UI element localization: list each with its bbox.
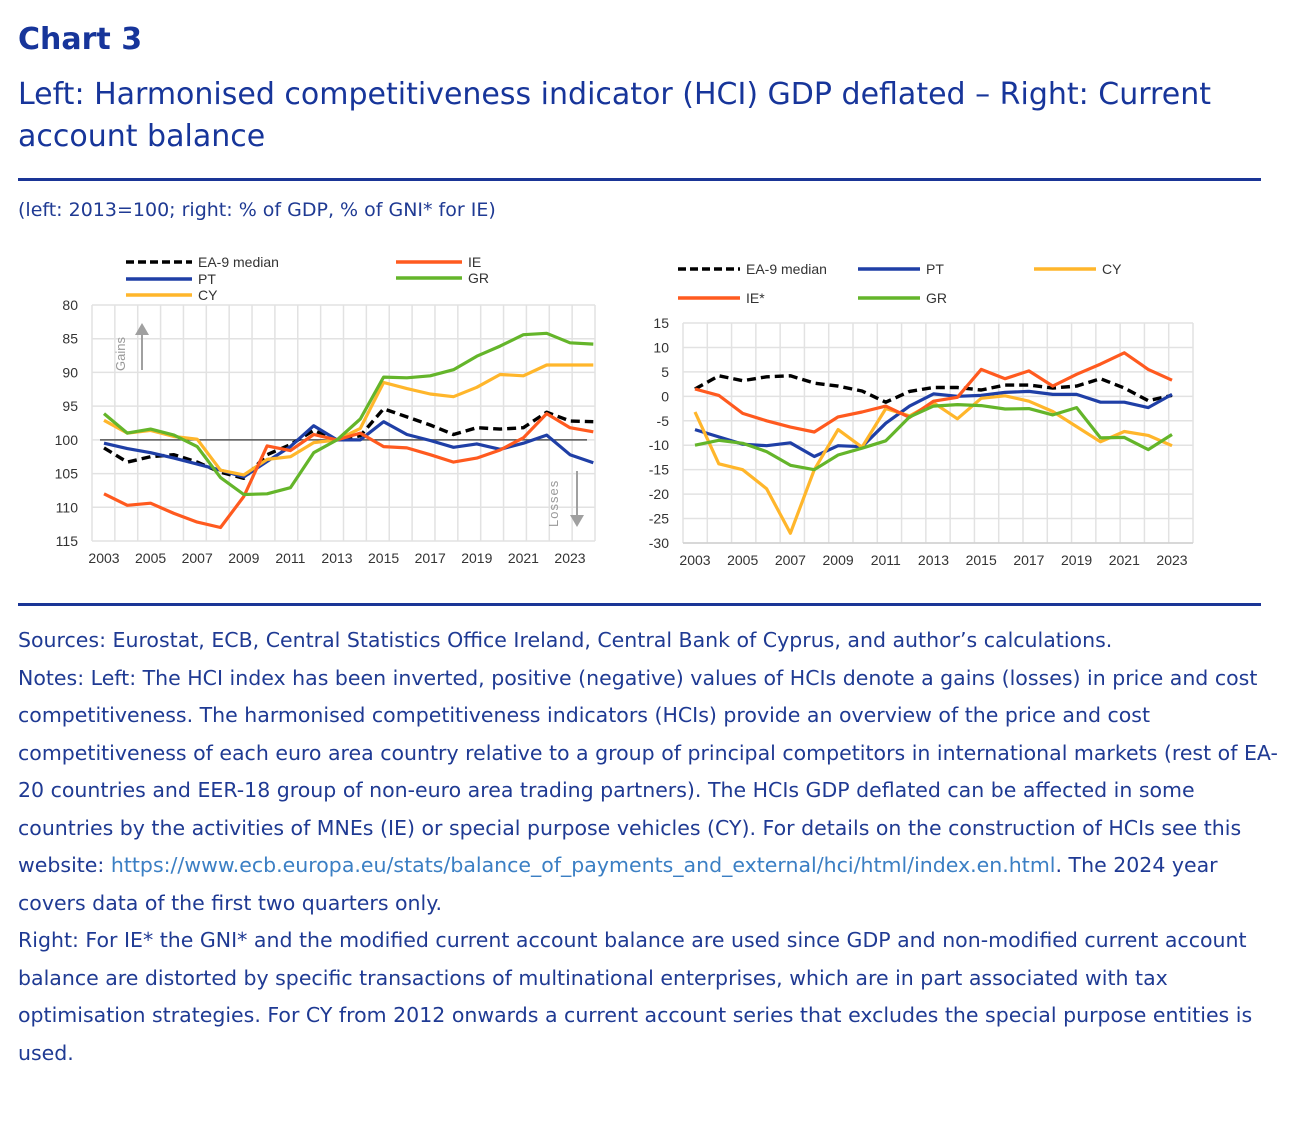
chart-title: Left: Harmonised competitiveness indicat…	[18, 77, 1211, 154]
legend-label-cy: CY	[198, 287, 218, 303]
gains-label: Gains	[113, 337, 128, 371]
series-line-ie	[103, 412, 594, 530]
x-tick-label: 2013	[918, 552, 949, 568]
legend-label-pt: PT	[926, 261, 944, 277]
sources-text: Sources: Eurostat, ECB, Central Statisti…	[18, 628, 1113, 652]
x-tick-label: 2007	[182, 550, 213, 566]
x-tick-label: 2023	[554, 550, 585, 566]
series-line-ie	[694, 351, 1173, 434]
units-subtitle: (left: 2013=100; right: % of GDP, % of G…	[18, 199, 496, 221]
y-tick-label: 105	[55, 466, 79, 482]
y-tick-label: 95	[62, 398, 78, 414]
notes-right: Right: For IE* the GNI* and the modified…	[18, 928, 1253, 1065]
y-tick-label: -5	[657, 413, 670, 429]
series-line-ea9	[694, 374, 1173, 404]
series-line-pt	[103, 420, 594, 479]
notes-section: Sources: Eurostat, ECB, Central Statisti…	[18, 622, 1278, 1072]
y-tick-label: -25	[649, 511, 669, 527]
legend-label-cy: CY	[1102, 261, 1122, 277]
notes-left-outro: . The 2024 year covers data of the first…	[18, 853, 1218, 915]
legend-label-ie: IE*	[746, 290, 765, 306]
y-tick-label: 80	[62, 297, 78, 313]
y-tick-label: -10	[649, 437, 669, 453]
chart-number: Chart 3	[18, 22, 143, 57]
legend-label-gr: GR	[468, 270, 489, 286]
y-tick-label: 85	[62, 331, 78, 347]
notes-left-intro: Notes: Left: The HCI index has been inve…	[18, 665, 1278, 878]
y-tick-label: 110	[56, 499, 79, 515]
x-tick-label: 2005	[135, 550, 166, 566]
y-tick-label: -30	[649, 535, 669, 551]
x-tick-label: 2003	[679, 552, 710, 568]
x-tick-label: 2013	[321, 550, 352, 566]
legend-label-gr: GR	[926, 290, 947, 306]
legend-label-ea9: EA-9 median	[198, 254, 279, 270]
x-tick-label: 2019	[461, 550, 492, 566]
x-tick-label: 2007	[775, 552, 806, 568]
series-line-pt	[694, 389, 1173, 459]
left-chart-hci: 80 85 90 95 100 105 110 115 2003 2005 2007 2009 2011…	[55, 254, 596, 566]
x-tick-label: 2023	[1156, 552, 1187, 568]
losses-arrowhead-icon	[570, 515, 584, 527]
losses-label: Losses	[546, 480, 561, 527]
grid	[91, 304, 596, 542]
top-divider	[18, 178, 1261, 181]
legend-label-ea9: EA-9 median	[746, 261, 827, 277]
x-tick-label: 2021	[1109, 552, 1140, 568]
series-line-cy	[103, 363, 594, 477]
series-line-gr	[102, 331, 594, 497]
series-line-gr	[694, 403, 1173, 472]
notes-left: Notes: Left: The HCI index has been inve…	[18, 660, 1278, 923]
x-tick-label: 2017	[1013, 552, 1044, 568]
x-tick-label: 2011	[275, 550, 305, 566]
y-tick-label: 115	[56, 533, 79, 549]
hci-website-link[interactable]: https://www.ecb.europa.eu/stats/balance_…	[110, 853, 1056, 877]
y-tick-label: 0	[661, 388, 669, 404]
right-chart-current-account: 15 10 5 0 -5 -10 -15 -20 -25 -30 2003 2005 2007 2009 2…	[649, 261, 1194, 568]
x-tick-label: 2005	[727, 552, 758, 568]
x-tick-label: 2003	[88, 550, 119, 566]
bottom-divider	[18, 603, 1261, 606]
x-tick-label: 2019	[1061, 552, 1092, 568]
y-tick-label: 10	[653, 339, 669, 355]
series-line-cy	[693, 394, 1173, 535]
x-tick-label: 2015	[966, 552, 997, 568]
y-tick-label: 5	[661, 364, 669, 380]
x-tick-label: 2015	[368, 550, 399, 566]
x-tick-label: 2009	[228, 550, 259, 566]
gains-arrowhead-icon	[135, 323, 149, 335]
x-tick-label: 2021	[508, 550, 539, 566]
x-tick-label: 2011	[871, 552, 901, 568]
y-tick-label: 15	[653, 315, 669, 331]
y-tick-label: 90	[62, 364, 78, 380]
legend-label-ie: IE	[468, 254, 481, 270]
x-tick-label: 2009	[823, 552, 854, 568]
y-tick-label: -20	[649, 486, 669, 502]
y-tick-label: -15	[649, 462, 669, 478]
legend-label-pt: PT	[198, 271, 216, 287]
y-tick-label: 100	[55, 432, 79, 448]
x-tick-label: 2017	[415, 550, 446, 566]
